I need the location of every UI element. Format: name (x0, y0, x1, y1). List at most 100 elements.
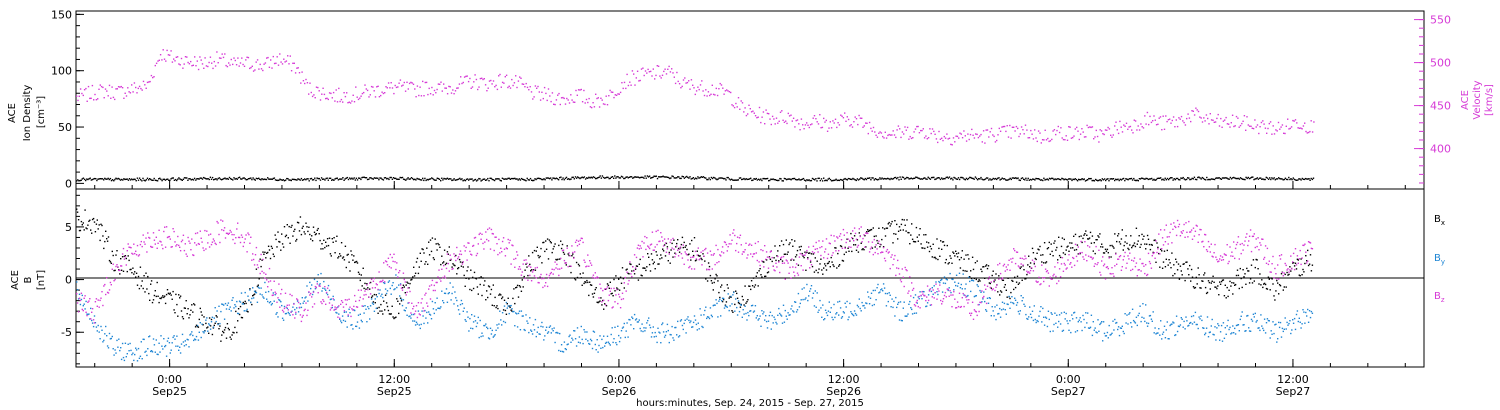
bx-point (170, 294, 172, 296)
bx-point (336, 235, 338, 237)
density-point (925, 178, 927, 180)
by-point (611, 327, 613, 329)
bz-point (224, 237, 227, 239)
density-point (1033, 178, 1035, 180)
density-point (933, 176, 935, 179)
density-point (507, 177, 509, 180)
density-point (923, 177, 925, 179)
by-point (1089, 326, 1092, 328)
bx-point (505, 313, 508, 315)
velocity-point (319, 99, 322, 101)
bx-point (266, 252, 268, 254)
density-point (261, 178, 263, 180)
velocity-point (276, 56, 278, 58)
by-point (986, 297, 989, 299)
bx-point (305, 222, 307, 224)
bx-point (545, 240, 547, 242)
bx-point (227, 327, 230, 330)
bx-point (1214, 286, 1216, 288)
bz-point (223, 229, 225, 232)
bz-point (247, 232, 249, 234)
density-point (975, 177, 978, 180)
bx-point (448, 246, 450, 248)
by-point (1197, 327, 1199, 330)
by-point (474, 320, 477, 322)
density-point (571, 176, 573, 179)
velocity-point (631, 70, 634, 72)
velocity-point (1138, 129, 1141, 131)
by-point (579, 342, 581, 344)
velocity-point (770, 123, 772, 126)
bx-point (691, 239, 693, 242)
by-point (1033, 305, 1035, 307)
velocity-point (618, 93, 620, 95)
density-point (1274, 179, 1276, 181)
by-point (219, 322, 221, 325)
velocity-series (76, 49, 1315, 146)
density-point (946, 176, 948, 178)
velocity-point (929, 128, 931, 130)
velocity-point (817, 123, 820, 125)
bz-point (108, 289, 111, 291)
density-point (743, 177, 745, 180)
by-point (1153, 332, 1155, 334)
by-point (407, 302, 409, 304)
density-point (300, 177, 303, 180)
by-point (488, 338, 491, 340)
density-point (1265, 176, 1267, 179)
density-point (124, 178, 126, 181)
by-point (523, 328, 525, 331)
by-point (1268, 320, 1270, 322)
by-point (537, 326, 539, 329)
bx-point (648, 256, 650, 258)
density-point (802, 177, 805, 180)
density-point (484, 179, 487, 181)
bx-point (365, 288, 367, 290)
velocity-point (389, 87, 391, 89)
velocity-point (338, 87, 340, 90)
velocity-point (981, 141, 983, 143)
by-point (596, 339, 598, 341)
velocity-point (876, 136, 879, 138)
velocity-point (429, 93, 432, 95)
density-point (1015, 177, 1017, 179)
by-point (519, 329, 522, 331)
velocity-point (1086, 124, 1088, 127)
bx-point (429, 239, 432, 241)
velocity-point (293, 62, 295, 64)
by-point (1014, 299, 1017, 301)
by-point (566, 343, 568, 346)
bx-point (1168, 259, 1170, 261)
density-point (868, 177, 870, 179)
by-point (683, 322, 685, 325)
density-point (698, 177, 700, 179)
by-point (882, 290, 884, 292)
bx-point (1051, 250, 1053, 253)
by-point (1077, 321, 1079, 323)
density-point (296, 179, 298, 181)
density-point (1053, 179, 1055, 181)
bx-point (664, 255, 667, 257)
by-point (1020, 295, 1022, 297)
velocity-point (176, 56, 179, 58)
density-point (305, 179, 307, 181)
velocity-point (1296, 122, 1298, 124)
velocity-point (792, 117, 795, 119)
velocity-point (875, 134, 877, 136)
bx-point (1114, 233, 1116, 235)
bx-point (575, 261, 578, 264)
by-point (955, 274, 958, 276)
velocity-point (581, 101, 584, 103)
velocity-point (407, 88, 409, 90)
density-point (292, 178, 295, 181)
density-point (531, 179, 533, 181)
by-point (242, 303, 244, 305)
by-point (550, 332, 552, 334)
velocity-point (684, 77, 686, 79)
velocity-point (712, 93, 715, 96)
velocity-point (600, 97, 602, 99)
by-point (843, 312, 845, 314)
density-point (842, 179, 844, 182)
density-point (814, 179, 816, 181)
by-point (1281, 327, 1284, 330)
